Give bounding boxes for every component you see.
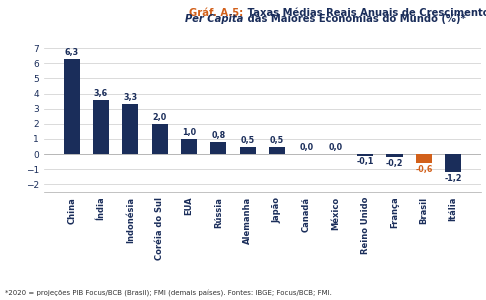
Text: 0,8: 0,8 <box>211 131 226 140</box>
Text: -0,1: -0,1 <box>356 158 374 166</box>
Bar <box>64 59 80 154</box>
Text: -0,2: -0,2 <box>386 159 403 168</box>
Text: -1,2: -1,2 <box>444 174 462 183</box>
Text: 3,6: 3,6 <box>94 89 108 98</box>
Text: 2,0: 2,0 <box>153 113 167 122</box>
Bar <box>122 104 139 154</box>
Bar <box>386 154 402 157</box>
Text: das Maiores Economias do Mundo (%)*: das Maiores Economias do Mundo (%)* <box>244 14 466 24</box>
Bar <box>240 147 256 154</box>
Text: Taxas Médias Reais Anuais de Crescimento (2011-2020) do PIB: Taxas Médias Reais Anuais de Crescimento… <box>244 8 486 18</box>
Bar <box>445 154 461 172</box>
Text: 0,5: 0,5 <box>241 136 255 145</box>
Bar <box>269 147 285 154</box>
Text: 1,0: 1,0 <box>182 128 196 137</box>
Bar <box>357 154 373 156</box>
Text: 0,5: 0,5 <box>270 136 284 145</box>
Text: -0,6: -0,6 <box>415 165 433 174</box>
Bar <box>210 142 226 154</box>
Text: 3,3: 3,3 <box>123 93 138 102</box>
Bar <box>93 100 109 154</box>
Text: 0,0: 0,0 <box>299 143 313 152</box>
Text: Gráf. A.5:: Gráf. A.5: <box>189 8 243 17</box>
Text: *2020 = projeções PIB Focus/BCB (Brasil); FMI (demais países). Fontes: IBGE; Foc: *2020 = projeções PIB Focus/BCB (Brasil)… <box>5 290 332 297</box>
Text: 0,0: 0,0 <box>329 143 343 152</box>
Bar <box>181 139 197 154</box>
Bar <box>152 124 168 154</box>
Text: 6,3: 6,3 <box>65 48 79 57</box>
Bar <box>416 154 432 163</box>
Text: Per Capita: Per Capita <box>185 14 243 24</box>
